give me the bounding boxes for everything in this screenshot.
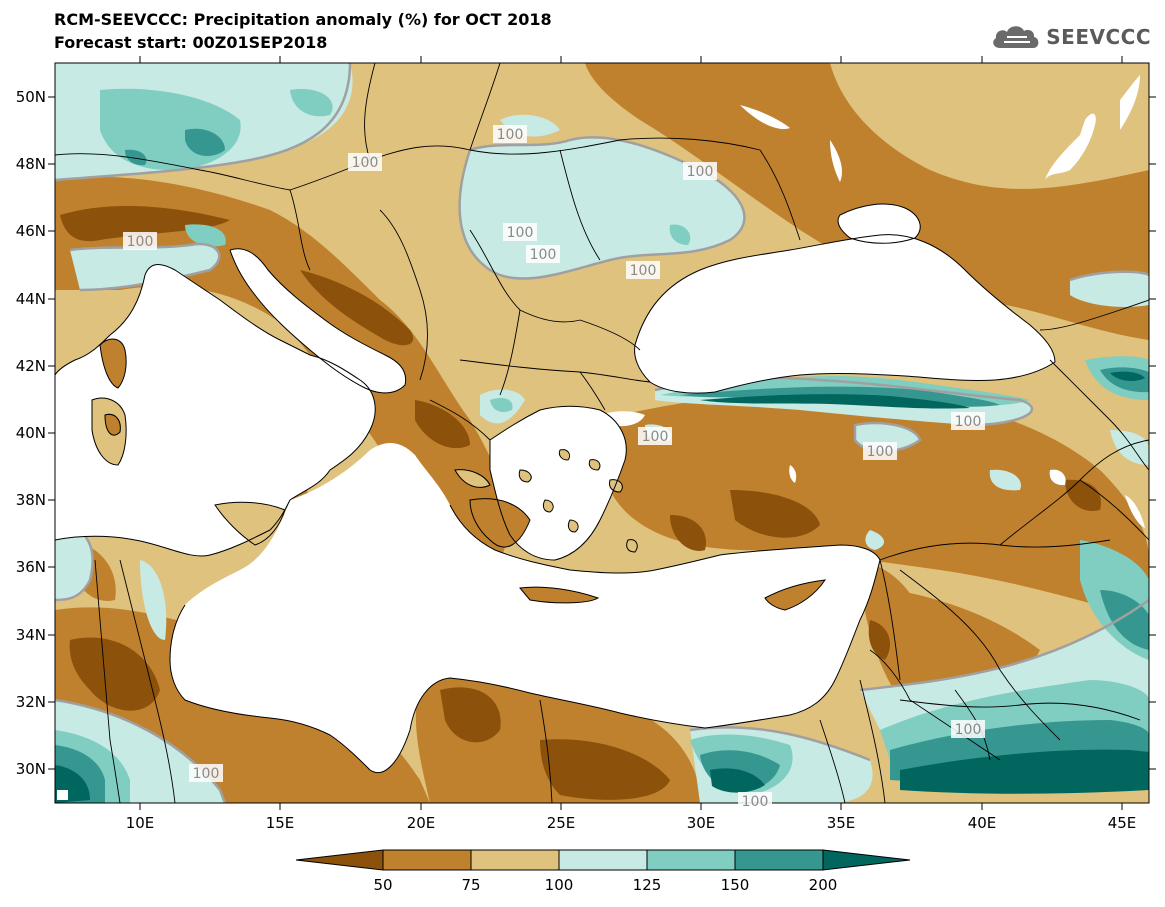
lat-labels: 50N 48N 46N 44N 42N 40N 38N 36N 34N 32N … <box>16 88 46 778</box>
contour-label: 100 <box>352 155 379 171</box>
contour-label: 100 <box>507 225 534 241</box>
colorbar-tick-label: 125 <box>633 876 662 894</box>
lon-label: 10E <box>126 814 155 832</box>
colorbar-tick-label: 200 <box>809 876 838 894</box>
lat-label: 34N <box>16 626 46 644</box>
contour-label: 100 <box>955 722 982 738</box>
lat-label: 44N <box>16 290 46 308</box>
lat-ticks <box>48 96 1156 770</box>
contour-label: 100 <box>497 127 524 143</box>
colorbar-gt200 <box>822 849 911 871</box>
map-title: RCM-SEEVCCC: Precipitation anomaly (%) f… <box>54 10 552 29</box>
colorbar-labels: 50 75 100 125 150 200 <box>373 876 837 894</box>
lat-label: 50N <box>16 88 46 106</box>
colorbar-75-100 <box>470 849 560 871</box>
colorbar-lt50 <box>295 849 384 871</box>
map-field <box>55 63 1149 803</box>
colorbar-100-125 <box>558 849 648 871</box>
lon-ticks <box>139 56 1123 810</box>
lon-label: 35E <box>827 814 856 832</box>
country-borders <box>55 63 1149 803</box>
colorbar-150-200 <box>734 849 824 871</box>
lat-label: 42N <box>16 357 46 375</box>
contour-label: 100 <box>687 164 714 180</box>
lat-label: 46N <box>16 222 46 240</box>
colorbar-tick-label: 150 <box>721 876 750 894</box>
contour-label: 100 <box>193 766 220 782</box>
seevccc-logo: SEEVCCC <box>990 22 1151 52</box>
lat-label: 40N <box>16 424 46 442</box>
lat-label: 32N <box>16 693 46 711</box>
islands <box>91 338 827 611</box>
colorbar-tick-label: 100 <box>545 876 574 894</box>
lat-label: 30N <box>16 760 46 778</box>
lat-label: 36N <box>16 558 46 576</box>
contour-labels: 100 100 100 100 100 100 100 100 100 100 … <box>123 125 985 810</box>
colorbar-tick-label: 75 <box>461 876 480 894</box>
contour-label: 100 <box>742 794 769 810</box>
contour-label: 100 <box>127 234 154 250</box>
lon-label: 20E <box>407 814 436 832</box>
lon-label: 15E <box>266 814 295 832</box>
lon-labels: 10E 15E 20E 25E 30E 35E 40E 45E <box>126 814 1137 832</box>
forecast-start-label: Forecast start: 00Z01SEP2018 <box>54 33 328 52</box>
lon-label: 45E <box>1108 814 1137 832</box>
logo-text: SEEVCCC <box>1046 25 1151 49</box>
contour-label: 100 <box>630 263 657 279</box>
colorbar-50-75 <box>382 849 472 871</box>
lon-label: 25E <box>547 814 576 832</box>
contour-label: 100 <box>642 429 669 445</box>
sea-areas <box>55 75 1145 800</box>
colorbar-tick-label: 50 <box>373 876 392 894</box>
contour-label: 100 <box>867 444 894 460</box>
contour-label: 100 <box>955 414 982 430</box>
lon-label: 40E <box>968 814 997 832</box>
colorbar <box>295 849 911 871</box>
cloud-icon <box>993 26 1039 48</box>
lon-label: 30E <box>687 814 716 832</box>
lat-label: 48N <box>16 155 46 173</box>
colorbar-125-150 <box>646 849 736 871</box>
coastlines <box>55 203 1056 773</box>
anomaly-gt200 <box>55 371 1149 803</box>
lat-label: 38N <box>16 491 46 509</box>
contour-label: 100 <box>530 247 557 263</box>
